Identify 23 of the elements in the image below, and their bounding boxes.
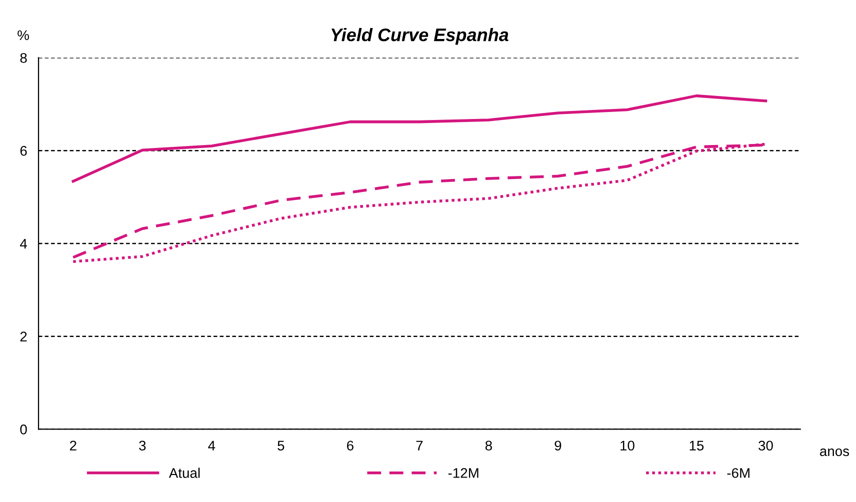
x-tick-label: 10	[620, 440, 634, 451]
x-tick-label: 30	[758, 440, 773, 451]
y-tick-label: 6	[20, 146, 27, 156]
legend-label: -6M	[727, 468, 750, 478]
x-tick-label: 2	[70, 440, 76, 450]
y-tick-label: 2	[20, 332, 27, 342]
legend-label: Atual	[168, 468, 200, 478]
chart-title: Yield Curve Espanha	[331, 28, 508, 45]
line-series	[72, 94, 768, 183]
y-tick-label: 8	[20, 53, 27, 63]
x-tick-label: 5	[278, 440, 284, 451]
x-axis-title: anos	[820, 448, 850, 456]
y-tick-label: 4	[20, 238, 28, 249]
x-tick-label: 6	[347, 440, 354, 451]
y-axis-title: %	[18, 30, 29, 40]
x-tick-label: 15	[690, 440, 704, 451]
x-tick-label: 4	[208, 440, 216, 450]
x-tick-label: 8	[485, 440, 492, 451]
x-tick-label: 3	[139, 440, 146, 451]
x-tick-label: 9	[554, 440, 562, 451]
x-tick-label: 7	[416, 440, 423, 450]
y-tick-label: 0	[20, 424, 27, 434]
legend-label: -12M	[448, 468, 478, 478]
